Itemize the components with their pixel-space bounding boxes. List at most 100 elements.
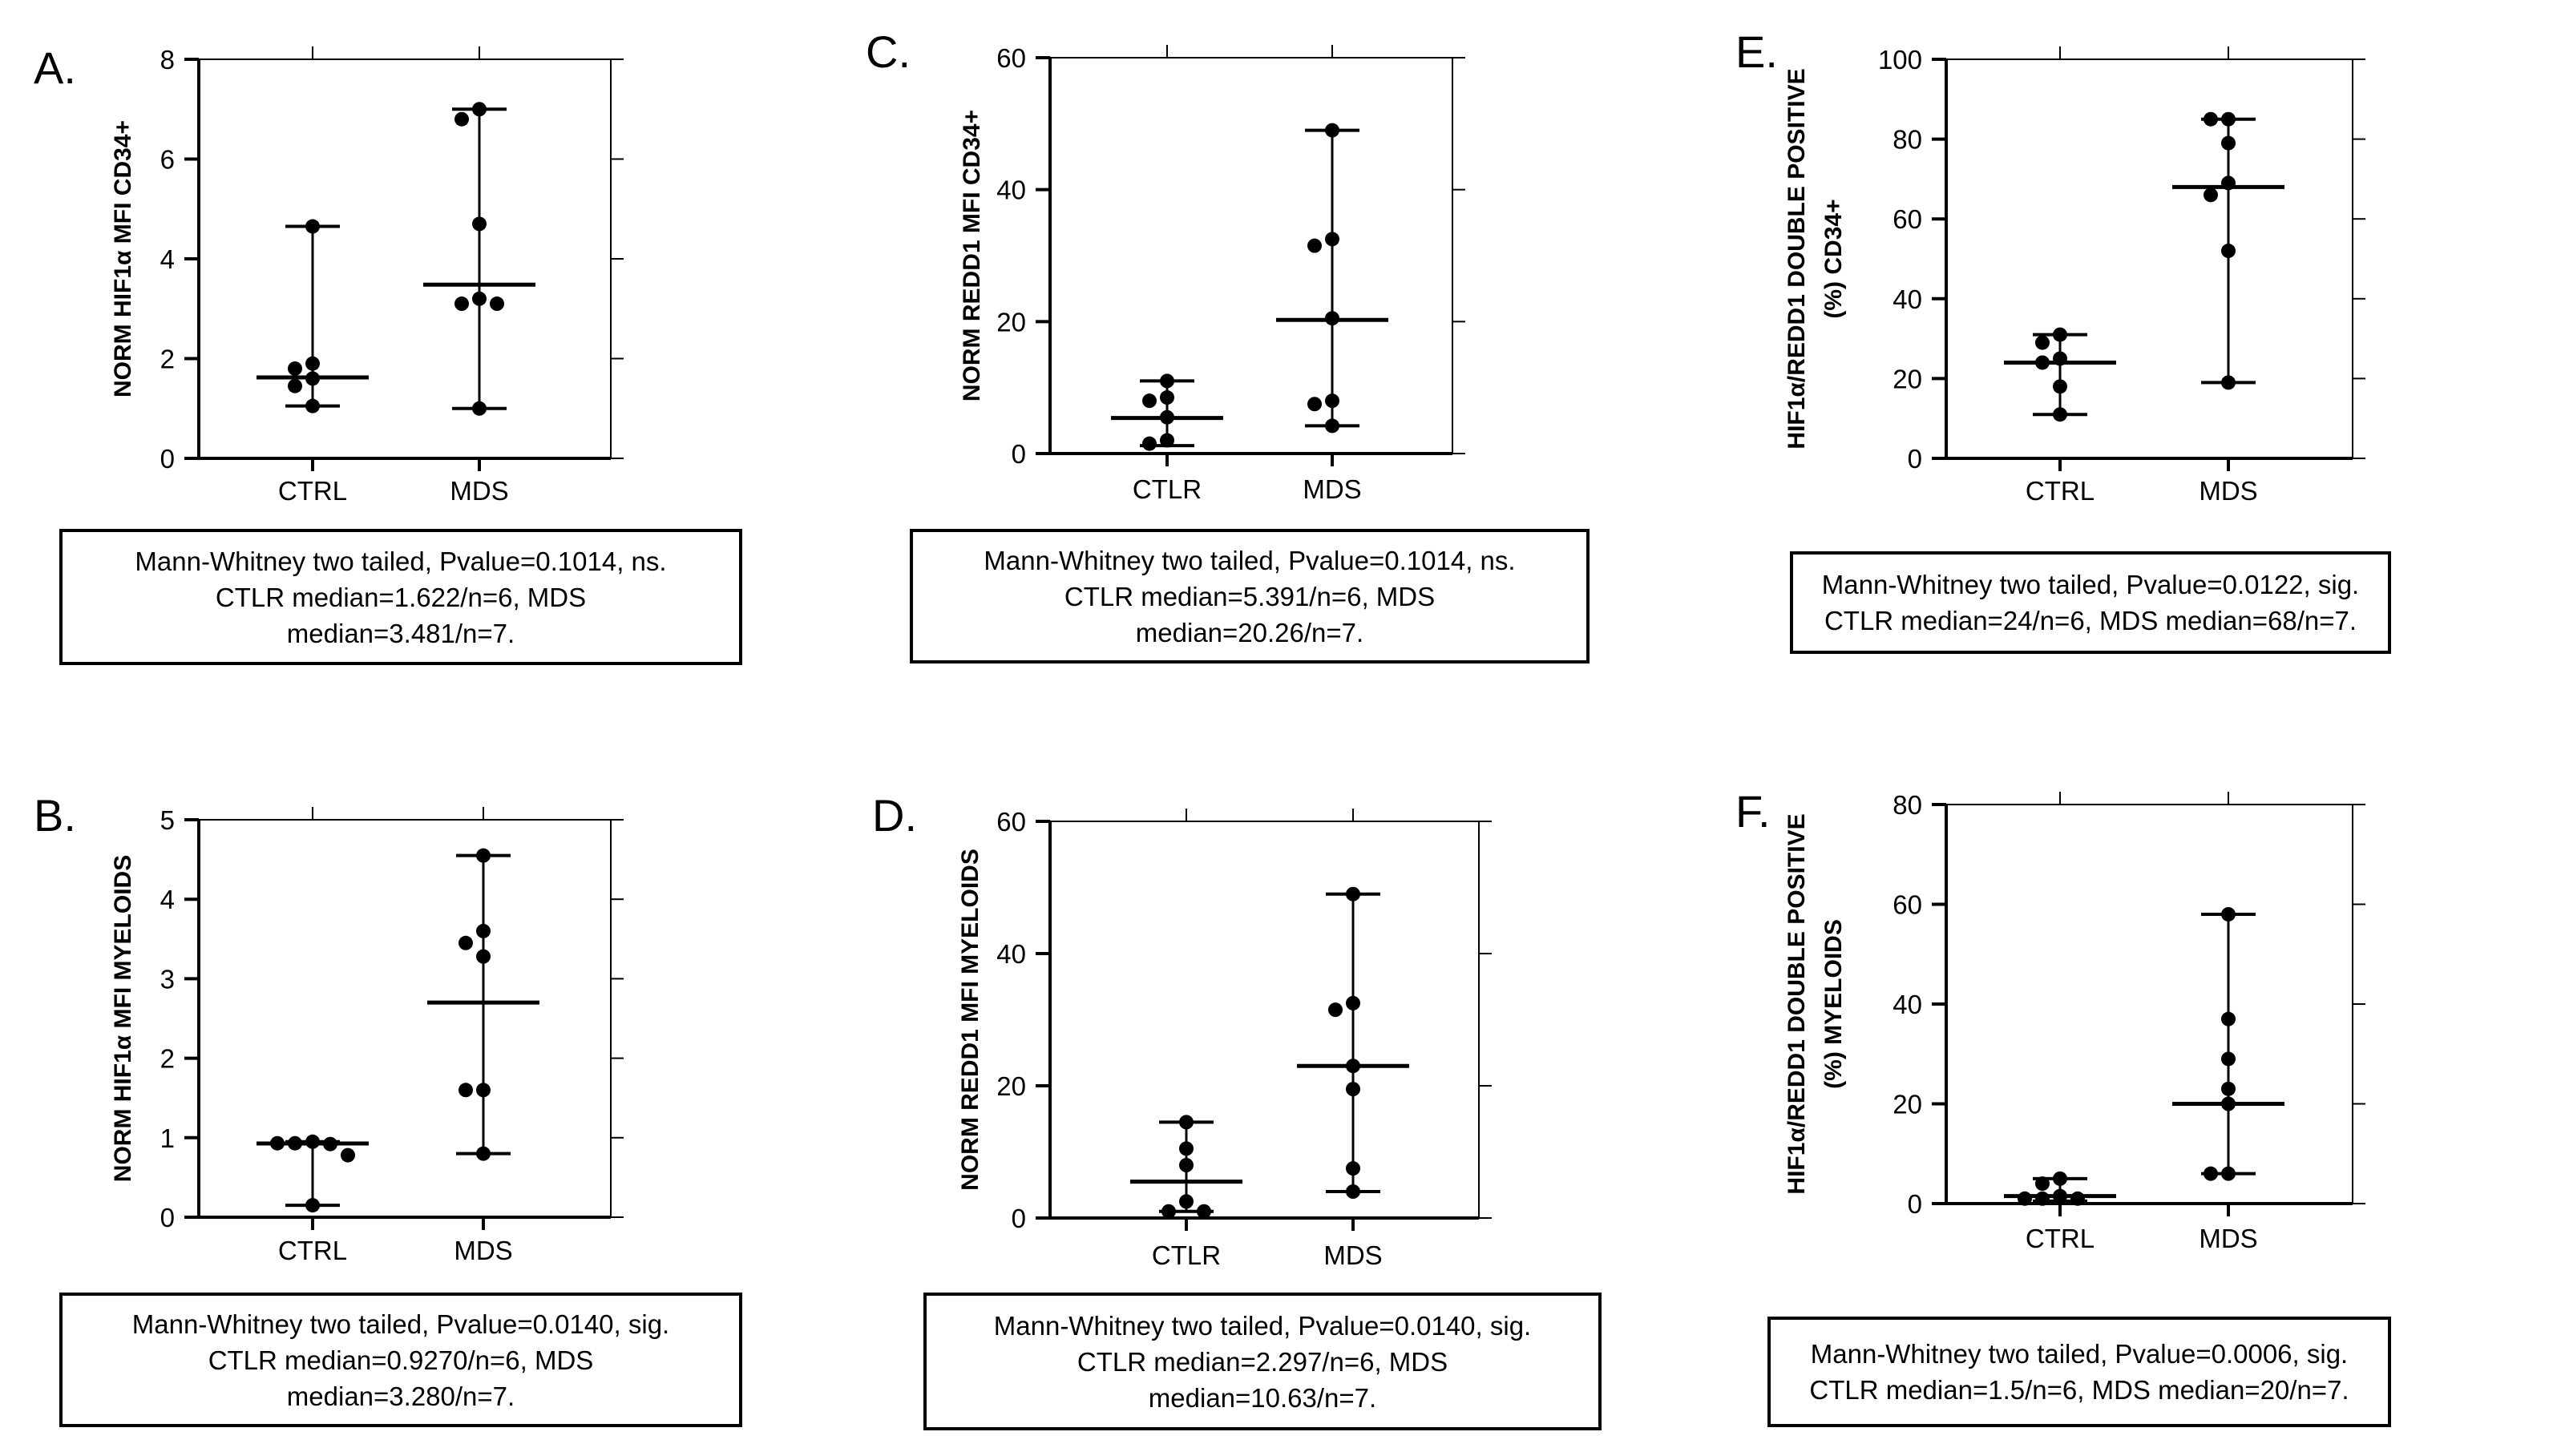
chart-e-ytick-label: 0 [1908, 444, 1922, 474]
chart-a-data-point [454, 111, 469, 127]
chart-c-data-point [1325, 123, 1339, 138]
chart-f-stats-line: Mann-Whitney two tailed, Pvalue=0.0006, … [1810, 1339, 2349, 1369]
chart-d-ytick-label: 40 [996, 939, 1026, 969]
chart-a-ytick-label: 0 [160, 444, 175, 474]
chart-f-data-point [2053, 1171, 2067, 1186]
chart-a-data-point [288, 378, 302, 393]
chart-e-ytick-label: 60 [1893, 204, 1922, 234]
chart-a-stats-line: median=3.481/n=7. [286, 618, 515, 648]
chart-c-stats-line: Mann-Whitney two tailed, Pvalue=0.1014, … [984, 545, 1516, 575]
chart-e-data-point [2221, 111, 2236, 127]
chart-b-data-point [458, 935, 473, 950]
chart-d-stats-box: Mann-Whitney two tailed, Pvalue=0.0140, … [923, 1293, 1602, 1430]
chart-c-stats-line: CTLR median=5.391/n=6, MDS [1064, 581, 1436, 611]
chart-a-data-point [305, 371, 320, 386]
chart-d-category-label: CTLR [1152, 1240, 1221, 1270]
chart-c-data-point [1325, 393, 1339, 409]
chart-a-stats-line: CTLR median=1.622/n=6, MDS [215, 582, 587, 612]
chart-f-ytick-label: 40 [1893, 990, 1922, 1019]
chart-b-ytick-label: 5 [160, 805, 175, 835]
chart-c-data-point [1307, 238, 1322, 253]
chart-c-data-point [1160, 373, 1174, 389]
chart-e-data-point [2221, 135, 2236, 151]
chart-e-ylabel: HIF1α/REDD1 DOUBLE POSITIVE [1783, 68, 1810, 449]
chart-f-data-point [2053, 1188, 2067, 1204]
chart-e-data-point [2035, 335, 2050, 350]
chart-e-data-point [2053, 379, 2067, 394]
chart-d-data-point [1346, 1059, 1360, 1074]
chart-d-data-point [1197, 1204, 1211, 1219]
chart-f-stats-line: CTLR median=1.5/n=6, MDS median=20/n=7. [1809, 1375, 2349, 1405]
chart-d-data-point [1346, 1184, 1360, 1199]
chart-c-data-point [1325, 232, 1339, 247]
chart-f-ylabel: (%) MYELOIDS [1820, 919, 1847, 1089]
chart-b-data-point [323, 1136, 337, 1151]
chart-f-category-label: CTRL [2026, 1224, 2095, 1253]
chart-b-data-point [476, 949, 491, 964]
chart-a-data-point [472, 291, 487, 306]
chart-e-ylabel: (%) CD34+ [1820, 199, 1847, 318]
chart-e-ytick-label: 80 [1893, 125, 1922, 155]
chart-b-data-point [305, 1134, 320, 1149]
chart-a-ytick-label: 6 [160, 145, 175, 175]
chart-d-ytick-label: 60 [996, 807, 1026, 837]
chart-b-data-point [458, 1083, 473, 1098]
chart-f-ytick-label: 80 [1893, 790, 1922, 820]
chart-c-data-point [1160, 433, 1174, 448]
chart-e-data-point [2053, 407, 2067, 422]
chart-e-data-point [2221, 244, 2236, 259]
chart-a-category-label: CTRL [278, 476, 347, 506]
chart-f-data-point [2221, 1011, 2236, 1026]
chart-c-ylabel: NORM REDD1 MFI CD34+ [959, 110, 985, 401]
chart-a-data-point [288, 361, 302, 376]
chart-c-panel-letter: C. [866, 26, 911, 77]
chart-c-ytick-label: 40 [996, 175, 1026, 205]
chart-f-data-point [2035, 1176, 2050, 1192]
chart-a-data-point [472, 401, 487, 416]
chart-f-data-point [2221, 1166, 2236, 1181]
chart-e-ytick-label: 20 [1893, 364, 1922, 393]
chart-a-ytick-label: 4 [160, 244, 175, 274]
chart-f-data-point [2035, 1191, 2050, 1206]
chart-d-data-point [1179, 1141, 1194, 1156]
chart-d-data-point [1328, 1002, 1343, 1018]
chart-f-category-label: MDS [2199, 1224, 2257, 1253]
chart-b-category-label: MDS [454, 1236, 512, 1265]
chart-f-ytick-label: 60 [1893, 890, 1922, 920]
chart-f-data-point [2221, 1081, 2236, 1096]
chart-b-data-point [341, 1147, 355, 1163]
chart-d-data-point [1161, 1204, 1176, 1219]
chart-d-ytick-label: 0 [1012, 1204, 1026, 1233]
chart-b-data-point [476, 1146, 491, 1161]
chart-b-ytick-label: 4 [160, 885, 175, 914]
chart-f-panel-letter: F. [1735, 786, 1771, 837]
chart-d-data-point [1346, 995, 1360, 1010]
chart-f-data-point [2018, 1191, 2032, 1206]
chart-e-panel-letter: E. [1735, 26, 1778, 77]
chart-e-stats-line: Mann-Whitney two tailed, Pvalue=0.0122, … [1821, 570, 2360, 599]
chart-b-ytick-label: 3 [160, 964, 175, 994]
chart-d-data-point [1346, 1161, 1360, 1176]
chart-b-stats-line: Mann-Whitney two tailed, Pvalue=0.0140, … [131, 1309, 670, 1339]
chart-a-data-point [305, 398, 320, 413]
chart-e-category-label: MDS [2199, 476, 2257, 506]
chart-f-ytick-label: 0 [1908, 1189, 1922, 1219]
chart-f-ylabel: HIF1α/REDD1 DOUBLE POSITIVE [1783, 813, 1810, 1194]
chart-c-ytick-label: 20 [996, 307, 1026, 337]
chart-d-stats-line: median=10.63/n=7. [1148, 1382, 1377, 1413]
chart-e-data-point [2204, 188, 2218, 203]
chart-a-ytick-label: 8 [160, 45, 175, 75]
chart-b-ytick-label: 2 [160, 1044, 175, 1074]
chart-a-data-point [305, 356, 320, 371]
chart-d-stats-line: Mann-Whitney two tailed, Pvalue=0.0140, … [993, 1310, 1532, 1341]
chart-c-stats-box: Mann-Whitney two tailed, Pvalue=0.1014, … [910, 529, 1590, 663]
chart-c-data-point [1142, 393, 1157, 409]
chart-c-data-point [1325, 418, 1339, 434]
chart-b-data-point [476, 848, 491, 863]
chart-e-data-point [2204, 111, 2218, 127]
chart-d-category-label: MDS [1323, 1240, 1382, 1270]
chart-b-data-point [476, 1083, 491, 1098]
chart-b-panel-letter: B. [34, 790, 76, 841]
chart-e-category-label: CTRL [2026, 476, 2095, 506]
